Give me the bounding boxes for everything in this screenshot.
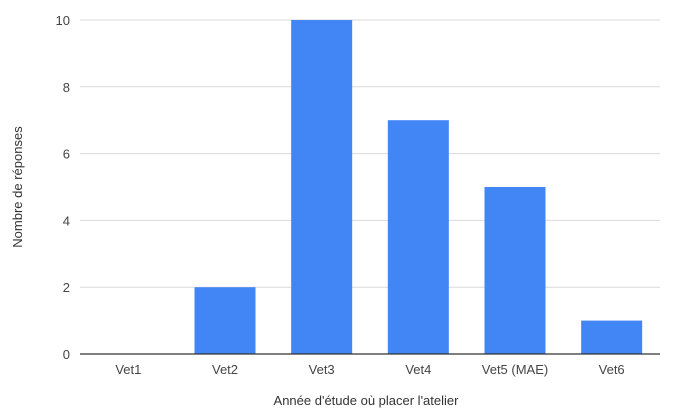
y-tick-label: 6 bbox=[63, 147, 70, 162]
bar-vet4 bbox=[387, 120, 449, 354]
y-tick-label: 0 bbox=[63, 347, 70, 362]
x-tick-label: Vet6 bbox=[599, 362, 625, 377]
gridlines bbox=[80, 19, 660, 288]
y-tick-label: 10 bbox=[56, 13, 70, 28]
x-tick-label: Vet4 bbox=[405, 362, 431, 377]
y-tick-label: 8 bbox=[63, 80, 70, 95]
bar-vet6 bbox=[581, 320, 643, 354]
bar-vet2 bbox=[194, 287, 256, 354]
bar-vet3 bbox=[291, 20, 353, 354]
x-tick-label: Vet2 bbox=[212, 362, 238, 377]
x-tick-label: Vet5 (MAE) bbox=[482, 362, 548, 377]
x-tick-labels: Vet1 Vet2 Vet3 Vet4 Vet5 (MAE) Vet6 bbox=[115, 362, 624, 377]
y-tick-label: 4 bbox=[63, 213, 70, 228]
y-tick-labels: 0 2 4 6 8 10 bbox=[56, 13, 70, 362]
x-tick-label: Vet1 bbox=[115, 362, 141, 377]
x-axis-title: Année d'étude où placer l'atelier bbox=[274, 393, 460, 408]
y-tick-label: 2 bbox=[63, 280, 70, 295]
bar-vet5-mae bbox=[484, 187, 546, 354]
y-axis-title: Nombre de réponses bbox=[10, 126, 25, 248]
x-tick-label: Vet3 bbox=[309, 362, 335, 377]
bars bbox=[194, 20, 643, 354]
